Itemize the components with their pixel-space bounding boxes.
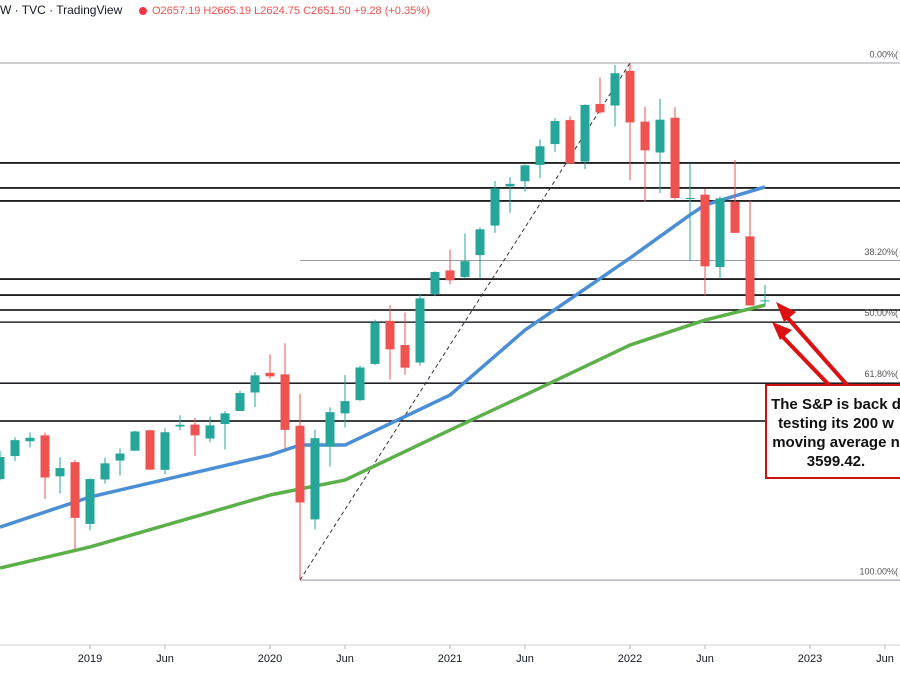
candle-body <box>310 438 320 520</box>
candle-body <box>100 463 110 480</box>
candle-body <box>85 479 95 524</box>
candle-body <box>265 372 275 377</box>
candle-body <box>295 425 305 503</box>
candle-body <box>220 413 230 424</box>
candle-body <box>235 393 245 411</box>
candle-body <box>685 198 695 200</box>
candle-body <box>655 119 665 153</box>
candle-body <box>0 457 5 480</box>
arrowhead <box>772 322 792 340</box>
header-bar <box>0 0 900 22</box>
candle-body <box>550 121 560 145</box>
annotation-line: moving average n <box>772 434 900 451</box>
plot-area: 0.00%( 38.20%( 50.00%( 61.80%( 100.00%( <box>0 49 900 581</box>
arrowhead <box>776 302 796 322</box>
annotation-box <box>765 384 900 479</box>
moving-average <box>0 185 766 529</box>
annotation-arrows <box>772 302 850 388</box>
fib-label: 61.80%( <box>864 369 898 379</box>
x-tick-label: 2022 <box>618 653 642 665</box>
x-tick-label: 2019 <box>78 653 102 665</box>
x-tick-label: 2021 <box>438 653 462 665</box>
candle-body <box>190 424 200 436</box>
candle-body <box>490 188 500 226</box>
candle-body <box>670 117 680 199</box>
candle-body <box>475 229 485 256</box>
candle-body <box>535 146 545 165</box>
candle-body <box>715 198 725 268</box>
candle-body <box>385 320 395 350</box>
x-tick-label: 2023 <box>798 653 822 665</box>
candle-body <box>640 121 650 151</box>
candle-body <box>610 73 620 106</box>
candle-body <box>160 432 170 470</box>
candle-body <box>115 453 125 461</box>
candle-body <box>460 261 470 277</box>
candle-body <box>625 70 635 123</box>
x-tick-label: 2020 <box>258 653 282 665</box>
fib-label: 38.20%( <box>864 247 898 257</box>
x-tick-label: Jun <box>876 653 894 665</box>
annotation-line: testing its 200 w <box>778 415 894 432</box>
candle-body <box>520 165 530 182</box>
candle-body <box>340 401 350 414</box>
fib-label: 0.00%( <box>869 49 898 59</box>
candle-body <box>355 367 365 401</box>
x-tick-label: Jun <box>516 653 534 665</box>
candle-body <box>250 375 260 393</box>
arrow <box>778 332 832 388</box>
candle-body <box>130 431 140 451</box>
candle-body <box>445 270 455 281</box>
candle-body <box>505 183 515 187</box>
candle-body <box>370 322 380 364</box>
candle-body <box>280 374 290 430</box>
candle-body <box>595 103 605 113</box>
fib-label: 50.00%( <box>864 308 898 318</box>
x-tick-label: Jun <box>156 653 174 665</box>
arrow <box>784 314 850 388</box>
candle-body <box>10 440 20 457</box>
candle-body <box>760 300 770 302</box>
candle-body <box>70 462 80 518</box>
x-tick-label: Jun <box>336 653 354 665</box>
candle-body <box>205 425 215 439</box>
candle-body <box>145 430 155 470</box>
candle-body <box>25 437 35 442</box>
candle-body <box>730 201 740 233</box>
header-symbol: W · TVC · TradingView <box>0 3 123 17</box>
moving-average <box>0 303 766 570</box>
candle-body <box>565 120 575 164</box>
annotation-line: The S&P is back d <box>771 396 900 413</box>
annotation-line: 3599.42. <box>807 453 865 470</box>
candle-body <box>175 424 185 427</box>
candle-body <box>580 104 590 162</box>
x-tick-label: Jun <box>696 653 714 665</box>
candle-body <box>325 412 335 447</box>
candle-body <box>700 194 710 267</box>
trendline <box>299 62 631 581</box>
candle-body <box>40 435 50 478</box>
header-ohlc: O2657.19 H2665.19 L2624.75 C2651.50 +9.2… <box>152 5 430 17</box>
candle-body <box>415 298 425 363</box>
candle-body <box>430 272 440 294</box>
candle-body <box>55 468 65 477</box>
fib-label: 100.00%( <box>859 566 898 576</box>
status-dot <box>139 7 147 15</box>
candle-body <box>745 236 755 306</box>
candle-body <box>400 345 410 368</box>
